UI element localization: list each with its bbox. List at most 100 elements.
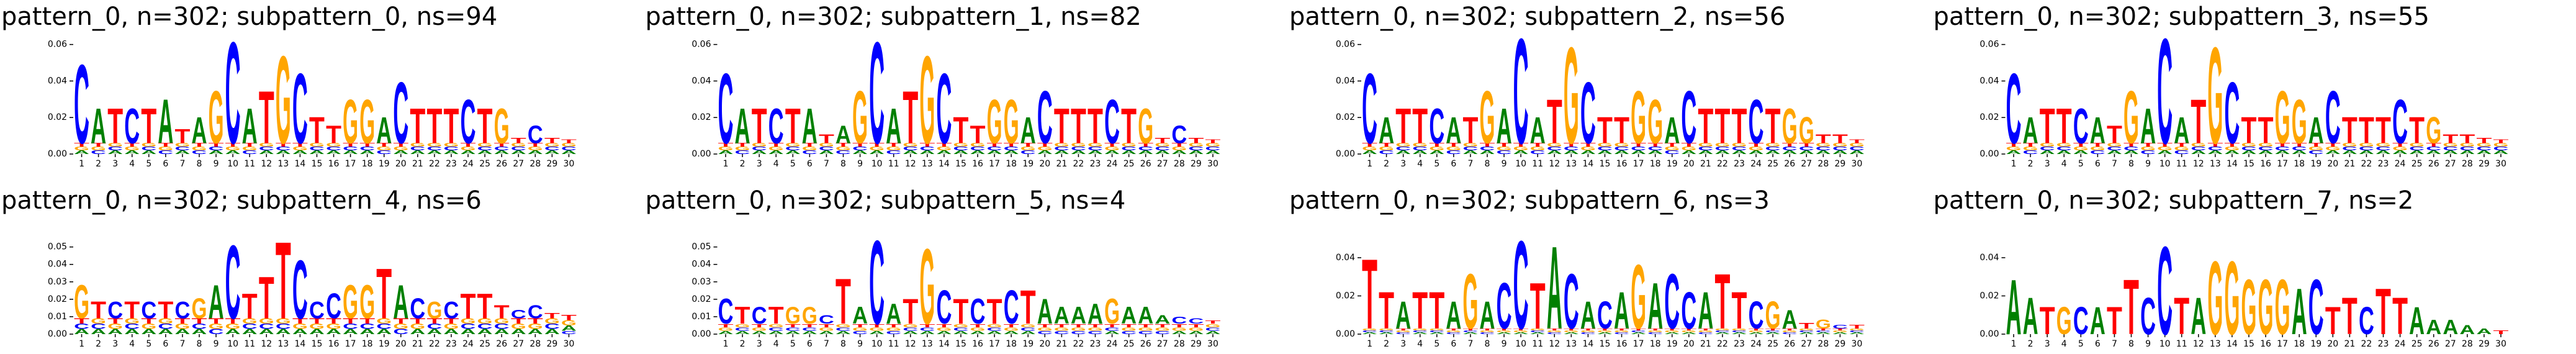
- logo-letter: T: [1020, 142, 1037, 148]
- logo-letter: G: [494, 98, 510, 154]
- logo-letter: A: [869, 150, 885, 155]
- logo-letter: G: [869, 146, 885, 152]
- x-tick-label: 6: [807, 159, 813, 169]
- logo-letter: T: [376, 142, 392, 148]
- logo-letter: C: [1020, 150, 1036, 155]
- x-tick-label: 29: [1834, 339, 1845, 349]
- logo-letter: C: [2443, 146, 2458, 152]
- logo-letter: G: [1799, 328, 1814, 331]
- logo-letter: A: [444, 328, 459, 336]
- logo-letter: T: [835, 266, 851, 338]
- logo-letter: A: [1480, 293, 1495, 337]
- logo-letter: G: [444, 142, 459, 148]
- logo-letter: T: [2006, 142, 2022, 148]
- x-tick-label: 8: [197, 339, 202, 349]
- logo-letter: G: [1379, 328, 1394, 331]
- logo-letter: A: [869, 330, 885, 335]
- logo-letter: G: [835, 323, 851, 329]
- logo-letter: A: [477, 328, 493, 336]
- y-tick-label: 0.02: [1336, 291, 1355, 301]
- logo-letter: A: [1832, 150, 1848, 155]
- x-tick-label: 21: [1056, 159, 1067, 169]
- logo-letter: T: [2123, 142, 2140, 148]
- logo-letter: C: [1580, 332, 1596, 335]
- x-tick-label: 14: [1582, 339, 1593, 349]
- logo-letter: G: [174, 322, 190, 330]
- logo-letter: T: [2258, 109, 2274, 151]
- logo-letter: C: [886, 330, 901, 335]
- x-tick-label: 5: [790, 339, 796, 349]
- logo-letter: C: [1171, 121, 1187, 149]
- logo-letter: T: [852, 142, 868, 148]
- logo-letter: C: [1054, 146, 1070, 152]
- x-tick-label: 27: [513, 339, 524, 349]
- logo-letter: G: [2056, 142, 2072, 148]
- logo-letter: A: [1054, 150, 1070, 155]
- logo-letter: C: [835, 326, 851, 332]
- logo-letter: C: [2275, 146, 2290, 152]
- logo-letter: G: [835, 146, 851, 152]
- logo-letter: G: [1004, 326, 1019, 332]
- logo-letter: C: [819, 313, 834, 327]
- x-tick-label: 27: [2445, 339, 2456, 349]
- logo-letter: C: [970, 293, 986, 332]
- x-tick-label: 3: [757, 159, 762, 169]
- logo-letter: G: [1362, 328, 1377, 331]
- logo-letter: T: [1647, 328, 1663, 331]
- logo-letter: T: [1037, 323, 1054, 329]
- logo-letter: G: [1698, 142, 1713, 148]
- logo-letter: C: [1749, 293, 1764, 337]
- logo-letter: A: [903, 150, 918, 155]
- logo-letter: C: [1004, 281, 1019, 335]
- logo-letter: G: [393, 322, 408, 330]
- x-tick-label: 2: [2028, 159, 2033, 169]
- x-tick-label: 11: [1532, 339, 1543, 349]
- x-tick-label: 4: [773, 339, 779, 349]
- logo-letter: G: [2376, 142, 2391, 148]
- logo-letter: C: [987, 326, 1002, 332]
- y-tick-label: 0.06: [1979, 40, 1999, 50]
- y-tick-label: 0.00: [1336, 329, 1355, 339]
- logo-letter: T: [494, 301, 510, 322]
- logo-letter: C: [2023, 150, 2038, 155]
- x-tick-label: 14: [2227, 339, 2238, 349]
- logo-letter: G: [326, 322, 341, 330]
- logo-letter: G: [1513, 330, 1529, 333]
- logo-letter: T: [768, 302, 784, 329]
- logo-letter: G: [2275, 263, 2290, 352]
- x-tick-label: 5: [790, 159, 796, 169]
- logo-letter: A: [819, 150, 834, 155]
- logo-letter: A: [1614, 150, 1629, 155]
- logo-letter: G: [376, 146, 392, 152]
- logo-letter: A: [292, 150, 308, 155]
- logo-letter: G: [1732, 328, 1747, 331]
- logo-letter: C: [735, 326, 750, 332]
- logo-letter: A: [1647, 150, 1663, 155]
- logo-letter: T: [124, 142, 140, 148]
- x-tick-label: 13: [277, 159, 289, 169]
- logo-letter: G: [953, 323, 969, 329]
- logo-letter: T: [410, 317, 425, 325]
- x-tick-label: 9: [857, 159, 863, 169]
- logo-letter: G: [74, 276, 89, 329]
- logo-letter: T: [919, 323, 936, 329]
- logo-letter: T: [869, 142, 885, 148]
- logo-letter: T: [1832, 132, 1848, 146]
- x-tick-label: 11: [888, 339, 899, 349]
- logo-letter: T: [461, 287, 476, 327]
- x-tick-label: 18: [362, 159, 373, 169]
- x-tick-label: 22: [1073, 339, 1084, 349]
- logo-letter: T: [1138, 323, 1155, 329]
- x-tick-label: 10: [1515, 339, 1526, 349]
- logo-letter: C: [528, 121, 543, 149]
- logo-letter: C: [2123, 146, 2139, 152]
- logo-letter: G: [970, 142, 986, 148]
- x-tick-label: 11: [2176, 339, 2187, 349]
- logo-letter: C: [2342, 146, 2358, 152]
- logo-letter: T: [1104, 142, 1120, 148]
- logo-letter: C: [1138, 330, 1153, 335]
- logo-letter: A: [1155, 150, 1170, 155]
- logo-letter: T: [209, 317, 224, 325]
- logo-letter: T: [1732, 282, 1747, 340]
- logo-letter: C: [1597, 293, 1613, 337]
